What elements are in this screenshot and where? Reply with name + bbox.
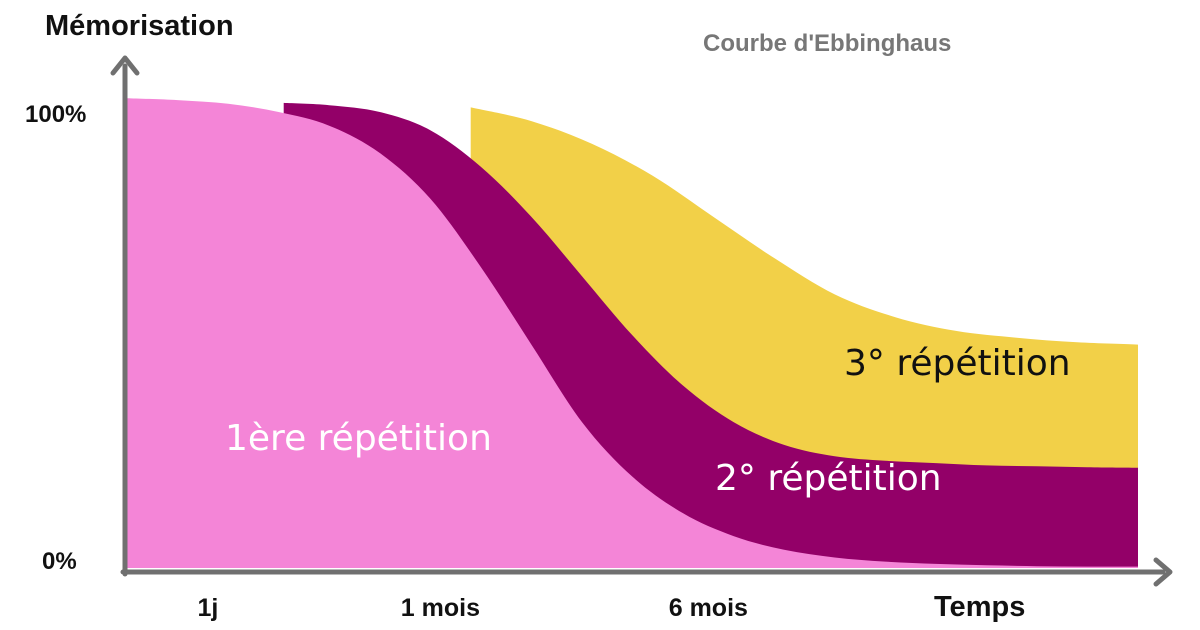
x-tick-labels: 1j 1 mois 6 mois <box>197 594 747 622</box>
x-tick-label: 6 mois <box>669 594 748 622</box>
x-axis-arrow <box>1153 557 1173 587</box>
series-areas <box>127 98 1138 569</box>
y-axis-label: Mémorisation <box>45 10 234 42</box>
y-axis-arrow <box>110 55 140 76</box>
x-tick-label: 1 mois <box>401 594 480 622</box>
series-label-1ere-repetition: 1ère répétition <box>225 418 492 459</box>
axes <box>110 55 1173 587</box>
series-labels: 3° répétition 2° répétition 1ère répétitio… <box>225 343 1071 499</box>
x-axis-label: Temps <box>934 591 1025 623</box>
y-tick-label: 100% <box>25 101 86 128</box>
x-tick-label: 1j <box>197 594 218 622</box>
y-tick-label: 0% <box>42 548 77 575</box>
series-label-3-repetition: 3° répétition <box>844 343 1071 384</box>
area-1ere-repetition <box>127 98 1138 569</box>
chart-title: Courbe d'Ebbinghaus <box>703 30 951 57</box>
series-label-2-repetition: 2° répétition <box>715 458 942 499</box>
